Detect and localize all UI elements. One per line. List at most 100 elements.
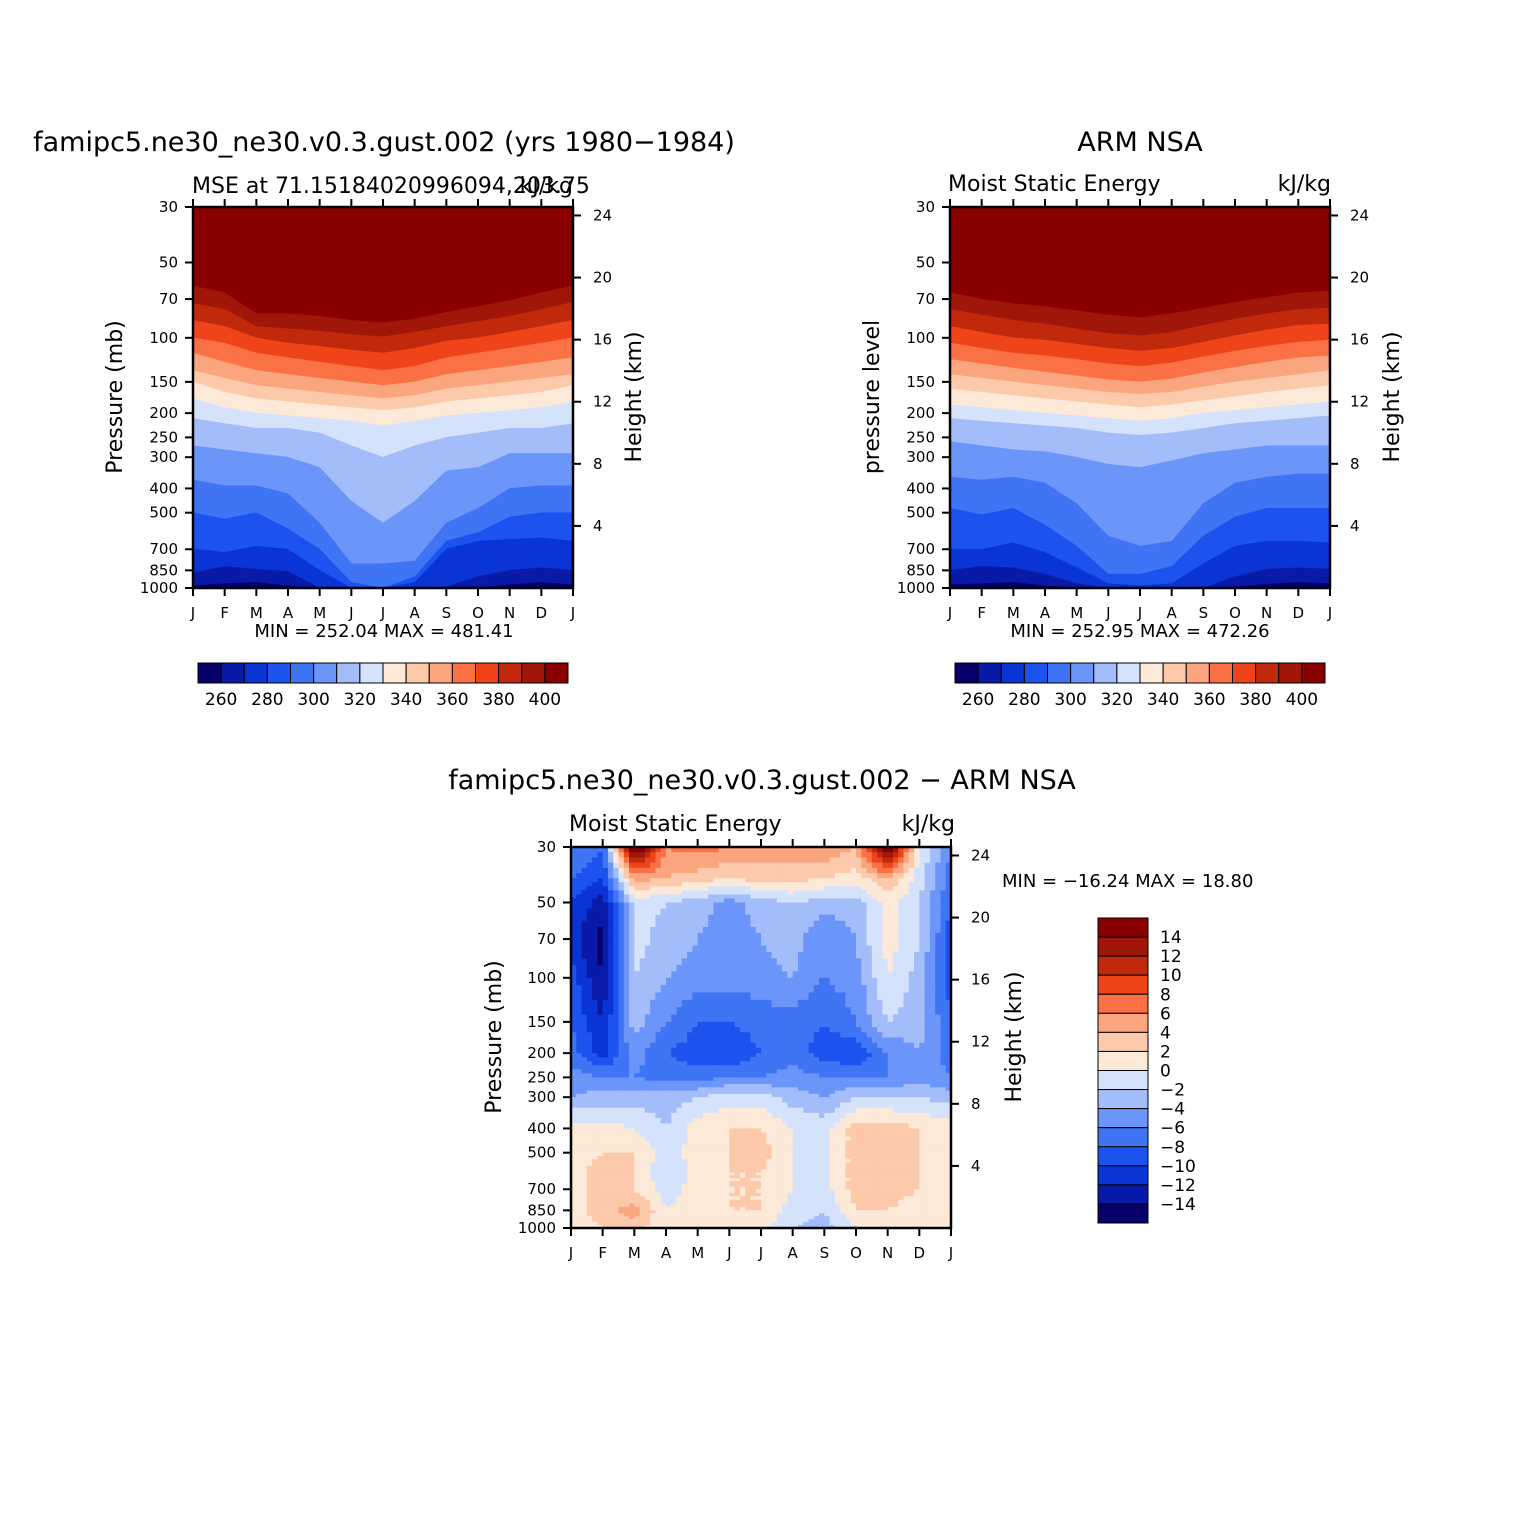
diff-cell [935,926,942,934]
diff-cell [945,902,952,910]
diff-cell [671,958,678,966]
diff-cell [634,882,641,887]
diff-cell [634,951,641,960]
diff-cell [945,894,952,900]
obs-colorbar-box [954,662,979,684]
diff-cell [644,847,651,853]
diff-cell [613,898,620,904]
diff-cell [824,1128,831,1134]
diff-cell [771,1065,778,1070]
diff-cell [898,1093,905,1098]
diff-cell [597,1090,604,1095]
diff-cell [586,1152,593,1157]
diff-cell [792,1155,799,1160]
diff-cell [623,1057,630,1062]
diff-cell [829,964,836,972]
diff-cell [845,1027,852,1033]
diff-cell [607,1132,614,1138]
diff-cell [871,857,878,864]
diff-cell [729,1155,736,1160]
diff-cell [676,932,683,940]
diff-cell [750,1047,757,1054]
diff-cell [766,1128,773,1134]
obs-colorbar-box [1139,662,1164,684]
diff-cell [644,1080,651,1085]
diff-cell [745,847,752,853]
diff-cell [629,1169,635,1174]
diff-cell [898,1155,905,1160]
diff-cell [761,1102,767,1109]
diff-cell [792,999,799,1008]
diff-cell [734,1107,741,1114]
diff-cell [819,1102,825,1109]
diff-cell [718,1021,725,1028]
diff-cell [824,1102,831,1109]
diff-cell [708,1007,715,1016]
diff-cell [671,1162,678,1167]
diff-cell [618,1144,625,1150]
diff-cell [592,1148,598,1154]
diff-cell [850,1090,857,1095]
diff-cell [803,1021,810,1028]
diff-cell [803,1077,810,1082]
diff-cell [586,878,593,883]
diff-cell [887,1014,894,1023]
diff-cell [797,1083,804,1088]
diff-cell [866,1090,873,1095]
model-x-tick-label: F [220,604,229,622]
diff-cell [702,1014,709,1023]
diff-cell [945,1027,952,1033]
diff-cell [666,862,672,869]
diff-cell [935,1057,942,1062]
diff-cell [808,1132,815,1138]
diff-cell [702,1165,709,1170]
diff-cell [655,1123,662,1130]
diff-cell [898,1021,905,1028]
diff-cell [882,908,889,916]
diff-cell [919,945,926,953]
diff-cell [803,1027,810,1033]
diff-cell [845,1021,852,1028]
diff-cell [813,1090,820,1095]
diff-cell [829,1162,836,1167]
diff-cell [623,1148,630,1154]
diff-cell [692,1132,699,1138]
diff-cell [750,926,757,934]
diff-cell [734,1159,741,1164]
diff-cell [644,971,651,979]
diff-cell [666,977,672,986]
diff-cell [808,945,815,953]
diff-cell [729,908,736,916]
diff-cell [787,1118,794,1124]
diff-cell [687,1144,693,1150]
diff-cell [602,1148,609,1154]
diff-cell [629,1123,635,1130]
diff-cell [650,1032,657,1039]
diff-cell [776,985,783,994]
diff-cell [607,1032,614,1039]
diff-cell [713,898,720,904]
diff-cell [634,1027,641,1033]
diff-cell [634,867,641,874]
model-x-tick-label: J [348,604,353,622]
diff-cell [797,1136,804,1142]
diff-cell [650,971,657,979]
diff-cell [571,1162,577,1167]
diff-cell [776,847,783,853]
diff-cell [666,1144,672,1150]
diff-cell [840,1152,847,1157]
diff-cell [840,999,847,1008]
diff-cell [935,932,942,940]
diff-cell [734,902,741,910]
diff-cell [940,1090,947,1095]
diff-cell [676,1155,683,1160]
diff-cell [914,992,920,1001]
diff-cell [945,1014,952,1023]
diff-cell [639,951,646,960]
diff-cell [687,1077,693,1082]
diff-cell [892,920,899,928]
diff-cell [903,939,910,947]
diff-cell [819,1057,825,1062]
diff-cell [629,894,635,900]
diff-cell [692,1169,699,1174]
